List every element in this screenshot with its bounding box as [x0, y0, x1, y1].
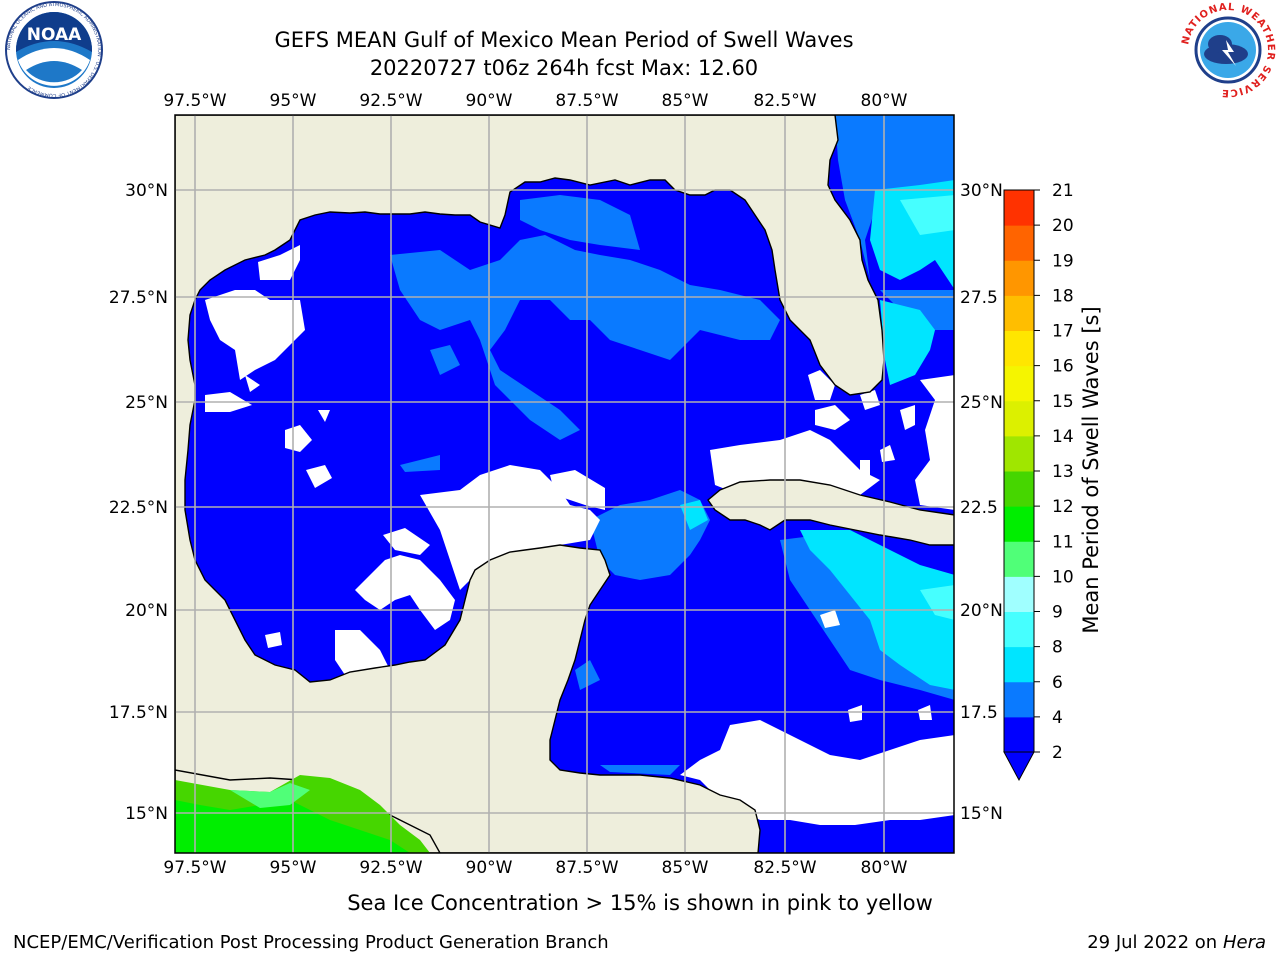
lat-label-left: 27.5°N [109, 288, 168, 308]
colorbar-segment [1004, 435, 1034, 472]
colorbar-segment [1004, 365, 1034, 402]
cuba-landmass [707, 479, 954, 546]
map-frame [174, 114, 955, 854]
lon-label-top: 82.5°W [753, 91, 816, 111]
nws-logo: NATIONAL WEATHER SERVICE [1180, 2, 1275, 98]
colorbar-tick-label: 18 [1052, 286, 1074, 306]
colorbar-tick-label: 2 [1052, 743, 1063, 763]
sea-ice-note: Sea Ice Concentration > 15% is shown in … [347, 891, 933, 915]
colorbar-segment [1004, 716, 1034, 753]
lat-label-left: 15°N [125, 804, 168, 824]
colorbar-segment [1004, 541, 1034, 577]
lon-label-bottom: 90°W [466, 858, 513, 878]
lat-label-right: 22.5 [960, 498, 998, 518]
colorbar-tick-label: 10 [1052, 567, 1074, 587]
colorbar-tick-label: 16 [1052, 357, 1074, 377]
lat-label-left: 22.5°N [109, 498, 168, 518]
colorbar-extend-arrow [1003, 751, 1035, 782]
colorbar: 2 4 6 8 9 10 11 12 13 14 15 16 17 18 19 20 21 [1003, 181, 1074, 782]
lat-label-left: 20°N [125, 601, 168, 621]
lon-label-bottom: 85°W [662, 858, 709, 878]
colorbar-segment [1004, 260, 1034, 296]
lat-label-right: 17.5 [960, 703, 998, 723]
lon-label-bottom: 92.5°W [359, 858, 422, 878]
lon-label-top: 80°W [861, 91, 908, 111]
lon-label-top: 92.5°W [359, 91, 422, 111]
colorbar-segment [1004, 190, 1034, 226]
colorbar-segment [1004, 646, 1034, 683]
lon-label-bottom: 87.5°W [555, 858, 618, 878]
colorbar-segment [1004, 225, 1034, 261]
lat-label-left: 17.5°N [109, 703, 168, 723]
colorbar-tick-label: 6 [1052, 673, 1063, 693]
lat-label-right: 15°N [960, 804, 1003, 824]
colorbar-tick-label: 19 [1052, 251, 1074, 271]
colorbar-segment [1004, 611, 1034, 648]
colorbar-label: Mean Period of Swell Waves [s] [1079, 306, 1103, 633]
colorbar-segment [1004, 576, 1034, 612]
lon-label-bottom: 82.5°W [753, 858, 816, 878]
lat-label-left: 30°N [125, 181, 168, 201]
lon-label-bottom: 97.5°W [163, 858, 226, 878]
colorbar-tick-label: 17 [1052, 322, 1074, 342]
map-subtitle: 20220727 t06z 264h fcst Max: 12.60 [369, 56, 759, 80]
lon-label-top: 87.5°W [555, 91, 618, 111]
colorbar-tick-label: 9 [1052, 603, 1063, 623]
lon-label-top: 95°W [270, 91, 317, 111]
colorbar-tick-label: 4 [1052, 708, 1063, 728]
lat-label-left: 25°N [125, 393, 168, 413]
colorbar-segment [1004, 506, 1034, 542]
lon-label-bottom: 80°W [861, 858, 908, 878]
colorbar-tick-label: 11 [1052, 532, 1074, 552]
colorbar-segment [1004, 295, 1034, 331]
colorbar-segment [1004, 330, 1034, 367]
colorbar-segment [1004, 400, 1034, 437]
colorbar-tick-label: 20 [1052, 216, 1074, 236]
date-line: 29 Jul 2022 on Hera [1087, 932, 1266, 953]
map-title: GEFS MEAN Gulf of Mexico Mean Period of … [274, 28, 854, 52]
lat-label-right: 25°N [960, 393, 1003, 413]
lat-label-right: 30°N [960, 181, 1003, 201]
colorbar-tick-label: 13 [1052, 462, 1074, 482]
colorbar-segment [1004, 681, 1034, 718]
colorbar-segment [1004, 471, 1034, 507]
svg-text:NOAA: NOAA [27, 25, 82, 45]
credit-line: NCEP/EMC/Verification Post Processing Pr… [13, 932, 609, 953]
colorbar-tick-label: 12 [1052, 497, 1074, 517]
lat-label-right: 27.5 [960, 288, 998, 308]
colorbar-tick-label: 21 [1052, 181, 1074, 201]
lon-label-top: 90°W [466, 91, 513, 111]
graticule [175, 115, 954, 853]
lon-label-top: 85°W [662, 91, 709, 111]
swell-contour-6-8 [900, 195, 954, 620]
colorbar-tick-label: 8 [1052, 638, 1063, 658]
lon-label-bottom: 95°W [270, 858, 317, 878]
colorbar-tick-label: 15 [1052, 392, 1074, 412]
lon-label-top: 97.5°W [163, 91, 226, 111]
lat-label-right: 20°N [960, 601, 1003, 621]
noaa-logo: NOAA NATIONAL OCEANIC AND ATMOSPHERIC AD… [5, 1, 103, 99]
colorbar-tick-label: 14 [1052, 427, 1074, 447]
